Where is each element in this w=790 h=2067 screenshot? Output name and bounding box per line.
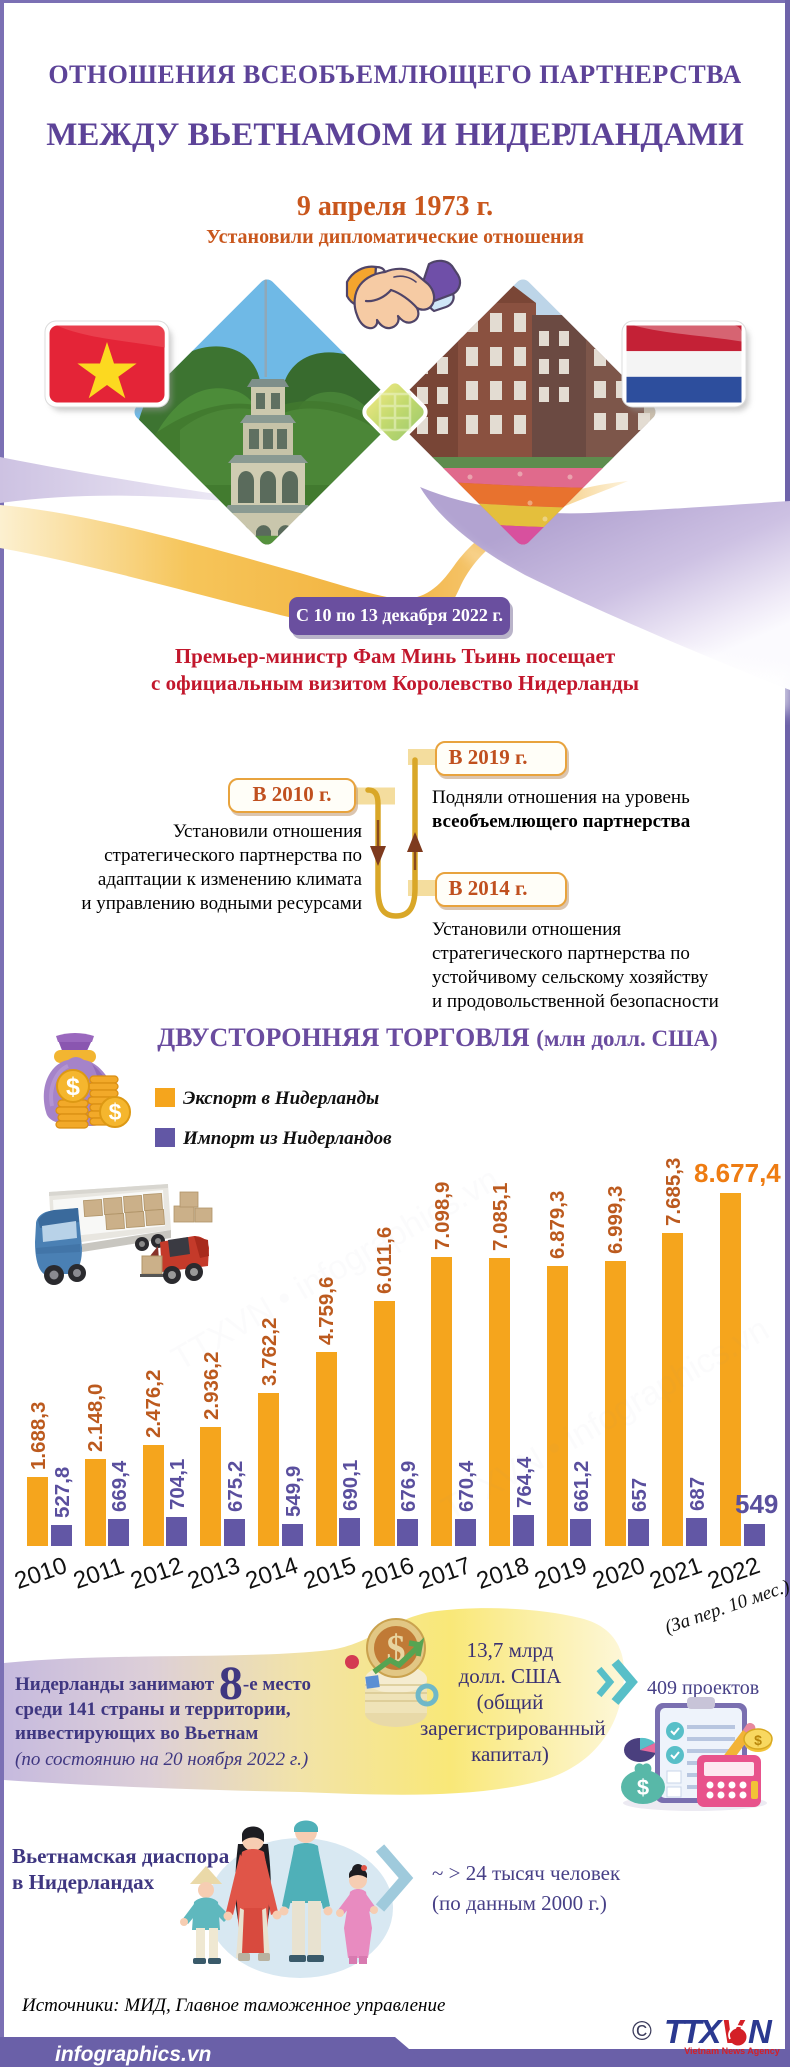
svg-text:$: $ [754,1732,762,1748]
svg-text:TTX: TTX [664,2013,723,2050]
svg-text:Vietnam News Agency: Vietnam News Agency [684,2046,780,2056]
svg-text:N: N [748,2013,773,2050]
svg-text:$: $ [109,1099,122,1125]
svg-text:$: $ [637,1775,649,1800]
svg-text:$: $ [66,1073,80,1101]
